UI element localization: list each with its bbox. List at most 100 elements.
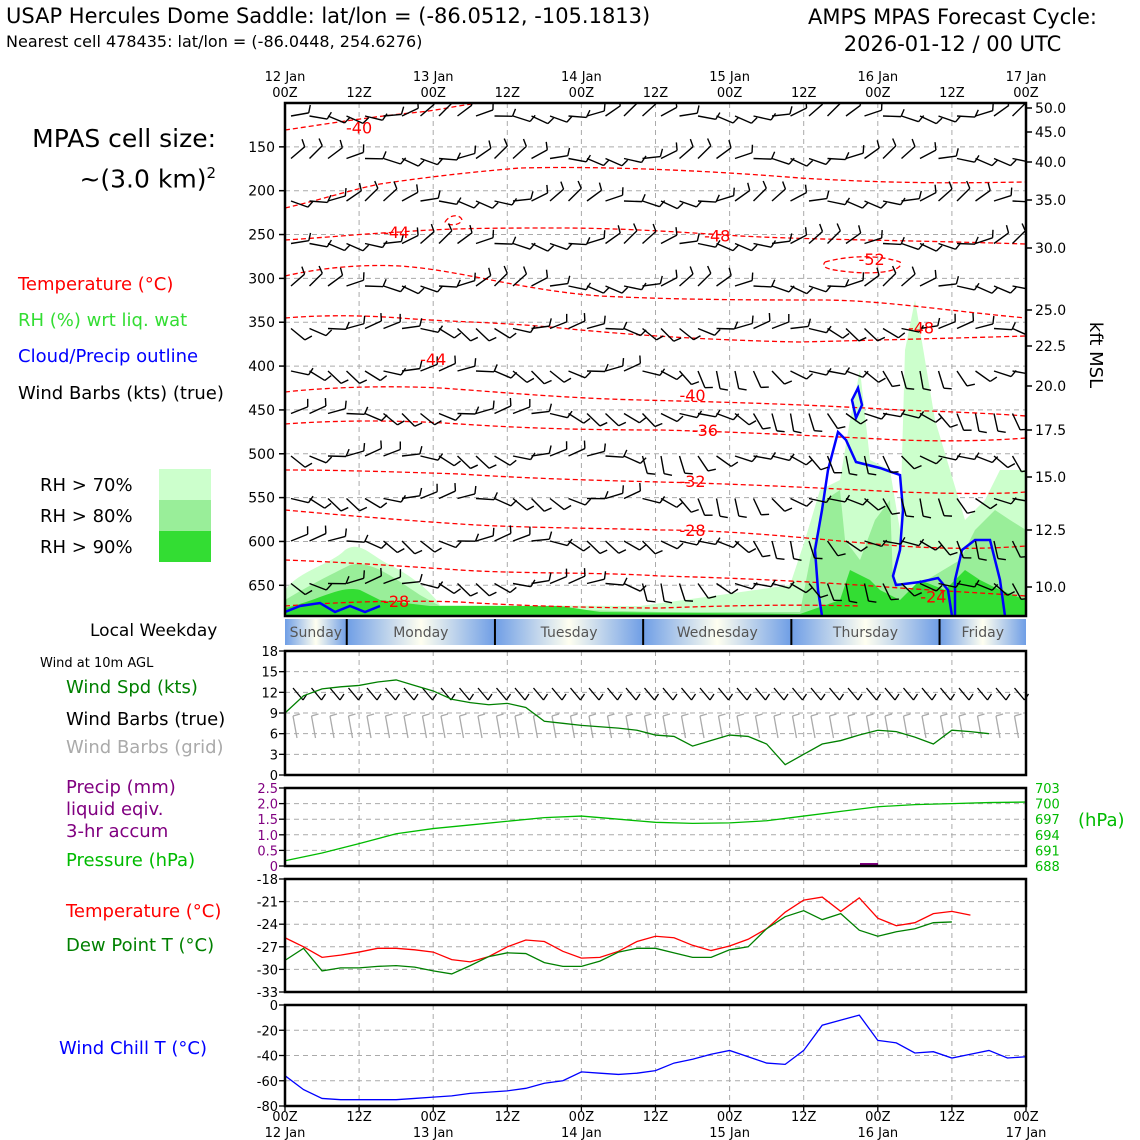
wind-speed-label: Wind Spd (kts) — [66, 677, 198, 698]
wind-barb — [475, 229, 495, 245]
cell-size-label: MPAS cell size: ~(3.0 km)2 — [18, 122, 216, 196]
wind-barb — [900, 370, 915, 390]
upper-air-wind-barbs — [290, 103, 1026, 604]
wind-barb — [605, 225, 621, 245]
wind-barb — [864, 327, 886, 342]
wind-barb — [975, 370, 998, 383]
wind-barb — [457, 533, 480, 542]
wind-barb — [1012, 157, 1026, 163]
wind-barb — [771, 181, 787, 202]
wind-barb — [438, 540, 462, 549]
wind-barb — [956, 498, 976, 514]
pressure-tick-label: 500 — [248, 447, 275, 463]
wind-barb — [457, 103, 473, 117]
wind-barb — [716, 242, 740, 252]
top-date-label: 14 Jan — [561, 70, 602, 85]
wind-barb — [290, 232, 312, 245]
grid-wind-barb — [458, 715, 465, 739]
wind-barb — [346, 242, 370, 252]
wind-barb — [771, 540, 785, 561]
wind-barb — [790, 285, 814, 295]
wind-barb — [364, 567, 383, 585]
wind-barb — [346, 315, 366, 330]
wind-barb — [327, 267, 344, 287]
wind-barb — [660, 227, 678, 245]
wind-barb — [679, 200, 703, 208]
wind-barb — [327, 400, 347, 415]
wind-barb — [438, 327, 462, 339]
contour-label: -24 — [920, 588, 946, 607]
wind-barb — [605, 321, 628, 330]
wind-barb — [679, 266, 694, 287]
kft-tick-label: 20.0 — [1035, 379, 1066, 395]
top-date-label: 17 Jan — [1006, 70, 1047, 85]
grid-wind-barb — [884, 715, 890, 739]
wind-barb — [678, 583, 694, 602]
wind-barb — [383, 313, 401, 330]
legend-rh70-label: RH > 70% — [40, 475, 133, 496]
wind-barb — [420, 190, 441, 202]
wind-chill-panel: 0 -20 -40 -60 -80 — [257, 999, 1028, 1115]
wind-barb — [549, 441, 568, 457]
wind-barb — [753, 312, 771, 330]
wind-barb — [531, 242, 555, 252]
grid-wind-barb — [569, 715, 576, 739]
rh90-region — [285, 570, 1026, 616]
top-hour-label: 00Z — [1013, 86, 1039, 101]
pressure-tick-label: 550 — [248, 491, 275, 507]
pressure-tick-label: 691 — [1035, 844, 1060, 859]
wind-barb — [327, 321, 350, 331]
wind-barb — [512, 114, 536, 123]
wind-note: Wind at 10m AGL — [40, 656, 154, 671]
wind-barb — [549, 313, 568, 330]
wind-barb — [309, 397, 327, 415]
y-tick-label: 0 — [270, 769, 278, 784]
wind-barb — [531, 445, 552, 457]
kft-tick-label: 25.0 — [1035, 303, 1066, 319]
wind-barb — [438, 582, 461, 595]
wind-barb — [808, 223, 824, 245]
wind-barb — [438, 412, 462, 421]
grid-wind-barb — [347, 715, 354, 739]
grid-wind-barb — [995, 715, 1001, 739]
grid-wind-barb — [1013, 715, 1020, 739]
y-tick-label: 3 — [270, 748, 278, 763]
wind-barb — [863, 583, 877, 603]
wind-barb — [882, 138, 897, 159]
true-wind-barb — [792, 687, 803, 701]
wind-barb — [845, 225, 862, 245]
legend-temperature: Temperature (°C) — [18, 274, 174, 295]
true-wind-barb — [995, 687, 1007, 701]
grid-wind-barb — [495, 715, 502, 739]
y-tick-label: -60 — [257, 1075, 278, 1090]
wind-barb — [826, 455, 843, 474]
wind-barb — [605, 449, 628, 458]
wind-barb — [975, 182, 991, 202]
grid-wind-barb — [847, 715, 853, 739]
wind-barb — [531, 115, 555, 125]
contour-label: -40 — [679, 386, 705, 405]
true-wind-barb — [607, 687, 618, 701]
wind-barb — [1012, 200, 1026, 203]
cell-size-line1: MPAS cell size: — [32, 124, 216, 153]
chart-title: USAP Hercules Dome Saddle: lat/lon = (-8… — [6, 4, 651, 28]
wind-barb — [568, 180, 582, 202]
wind-barb — [679, 138, 694, 160]
wind-barb — [827, 223, 841, 244]
wind-barb — [715, 370, 729, 391]
wind-barb — [586, 103, 606, 117]
wind-barb — [808, 190, 830, 202]
kft-tick-label: 45.0 — [1035, 125, 1066, 141]
grid-wind-barb — [754, 715, 761, 739]
kft-tick-label: 35.0 — [1035, 193, 1066, 209]
y-tick-label: 0 — [270, 860, 278, 875]
wind-barb — [531, 531, 553, 542]
wind-barb — [974, 540, 987, 561]
wind-barb — [346, 442, 366, 457]
wind-barb — [771, 106, 793, 117]
wind-barb — [716, 267, 732, 287]
wind-barb — [512, 138, 527, 160]
wind-barb — [568, 312, 586, 330]
wind-barb — [309, 455, 333, 464]
wind-barb — [586, 230, 606, 245]
